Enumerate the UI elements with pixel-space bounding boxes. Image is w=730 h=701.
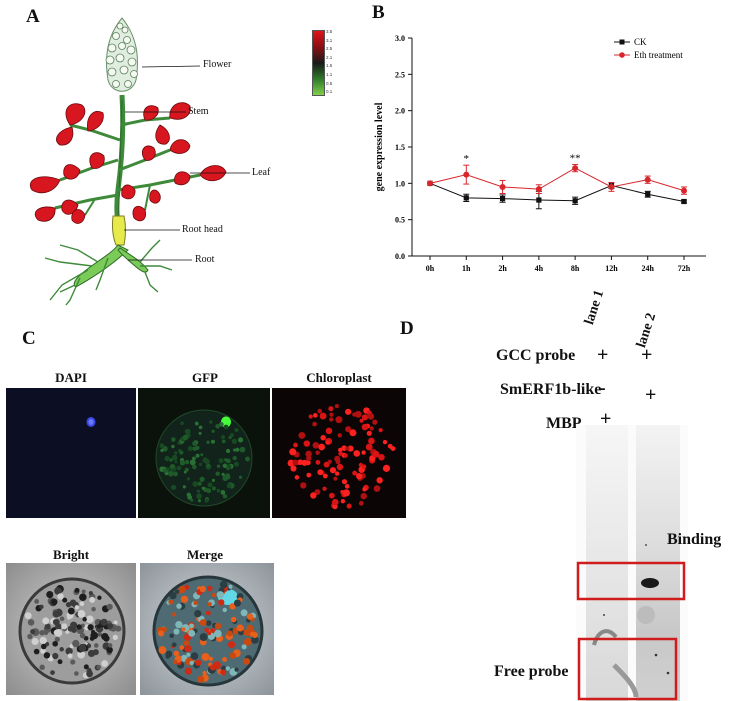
- color-scale-tick: 0.1: [326, 89, 333, 95]
- color-scale-tick: 2.1: [326, 54, 333, 60]
- smerf1b-like-label: SmERF1b-like: [500, 381, 602, 398]
- expression-color-scale: [312, 30, 325, 96]
- data-point: [681, 187, 687, 194]
- flower-cluster: [105, 17, 138, 92]
- y-tick-label: 0.0: [395, 252, 405, 261]
- data-point: [427, 180, 433, 187]
- significance-marker: *: [464, 153, 470, 165]
- mbp-label: MBP: [546, 415, 582, 432]
- x-tick-label: 24h: [641, 264, 654, 273]
- y-tick-label: 2.5: [395, 70, 405, 79]
- roots: [73, 244, 149, 288]
- data-point: [463, 195, 469, 201]
- emsa-gel-image: [576, 425, 688, 701]
- significance-marker: **: [570, 152, 581, 164]
- expression-line-chart: 0.0 0.5 1.0 1.5 2.0 2.5 3.0 0h 1h 2h 4h 8h 12h 24h 72h…: [374, 34, 706, 273]
- flower-label: Flower: [203, 59, 232, 70]
- data-point: [572, 165, 579, 172]
- chloroplast-title: Chloroplast: [306, 370, 372, 385]
- binding-label: Binding: [667, 531, 722, 548]
- legend-marker: [619, 39, 625, 45]
- legend-label: CK: [634, 37, 647, 47]
- merge-title: Merge: [186, 547, 224, 562]
- data-point: [608, 183, 615, 190]
- binding-box: [576, 561, 686, 601]
- data-point: [499, 195, 506, 202]
- color-scale-tick: 0.5: [326, 80, 333, 86]
- smerf1b-lane1-sign: -: [599, 377, 606, 399]
- plant-illustration: [29, 17, 250, 306]
- free-probe-box: [577, 637, 678, 701]
- gfp-title: GFP: [192, 370, 218, 385]
- merge-image: [140, 563, 274, 695]
- data-point: [535, 186, 542, 193]
- data-point: [463, 171, 470, 178]
- y-tick-label: 2.0: [395, 107, 405, 116]
- color-scale-tick: 1.5: [326, 63, 333, 69]
- panel-d-letter: D: [400, 318, 414, 339]
- x-tick-label: 72h: [678, 264, 691, 273]
- gcc-probe-lane1-sign: +: [597, 344, 609, 366]
- y-tick-label: 3.0: [395, 34, 405, 43]
- dapi-title: DAPI: [55, 370, 87, 385]
- mbp-lane1-sign: +: [600, 408, 612, 430]
- stem-label: Stem: [188, 106, 209, 117]
- legend-marker: [619, 52, 625, 58]
- smerf1b-lane2-sign: +: [645, 384, 657, 406]
- x-tick-label: 4h: [535, 264, 544, 273]
- dapi-image: [6, 388, 136, 518]
- root-label: Root: [195, 254, 215, 265]
- leaves: [29, 102, 227, 224]
- gcc-probe-label: GCC probe: [496, 347, 576, 364]
- data-point: [572, 198, 578, 204]
- x-tick-label: 2h: [498, 264, 507, 273]
- binding-band: [641, 578, 659, 588]
- y-tick-label: 1.0: [395, 179, 405, 188]
- lane-1-label: lane 1: [582, 288, 608, 327]
- data-point: [681, 198, 687, 205]
- bright-title: Bright: [52, 547, 90, 562]
- free-probe-label: Free probe: [494, 663, 569, 680]
- color-scale-tick: 2.5: [326, 46, 333, 52]
- panel-c-letter: C: [22, 328, 36, 349]
- gcc-probe-lane2-sign: +: [641, 344, 653, 366]
- y-tick-label: 0.5: [395, 216, 405, 225]
- x-tick-label: 1h: [462, 264, 471, 273]
- x-tick-label: 0h: [426, 264, 435, 273]
- panel-a-letter: A: [26, 6, 40, 27]
- leaf-label: Leaf: [252, 167, 271, 178]
- series-line-0: [429, 182, 685, 202]
- x-tick-label: 8h: [571, 264, 580, 273]
- root-head-label: Root head: [182, 224, 223, 235]
- color-scale-tick: 3.1: [326, 37, 333, 43]
- data-point: [499, 183, 506, 190]
- bright-field-image: [6, 563, 136, 695]
- color-scale-tick: 1.1: [326, 71, 333, 77]
- y-axis-label: gene expression level: [374, 102, 385, 191]
- y-tick-label: 1.5: [395, 143, 405, 152]
- color-scale-tick: 3.5: [326, 29, 333, 34]
- data-point: [645, 191, 651, 197]
- chloroplast-image: [272, 388, 406, 518]
- x-tick-label: 12h: [605, 264, 618, 273]
- series-line-1: [429, 167, 685, 192]
- gfp-image: [138, 388, 270, 518]
- panel-b-letter: B: [372, 2, 385, 23]
- color-scale-ticks: 3.5 3.1 2.5 2.1 1.5 1.1 0.5 0.1: [326, 28, 350, 98]
- legend-label: Eth treatment: [634, 50, 683, 60]
- data-point: [644, 176, 651, 183]
- data-point: [536, 197, 542, 203]
